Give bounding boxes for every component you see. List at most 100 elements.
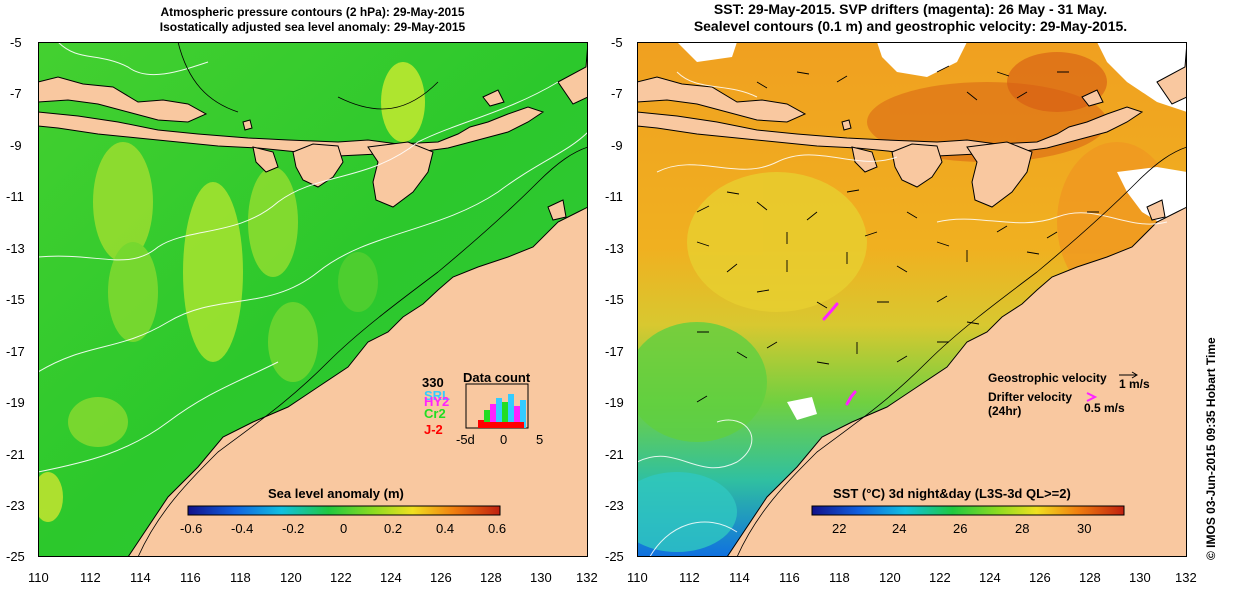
left-title-line2: Isostatically adjusted sea level anomaly… — [159, 20, 466, 34]
left-y-tick: -21 — [6, 447, 25, 462]
right-y-tick: -21 — [605, 447, 624, 462]
data-count-max: 330 — [422, 375, 444, 390]
right-x-tick: 110 — [627, 570, 648, 585]
right-panel-title: SST: 29-May-2015. SVP drifters (magenta)… — [638, 1, 1183, 35]
drifter-velocity-label-1: Drifter velocity — [988, 390, 1072, 404]
sla-frame — [38, 42, 588, 557]
right-title-line2: Sealevel contours (0.1 m) and geostrophi… — [693, 18, 1128, 34]
right-x-tick: 128 — [1079, 570, 1101, 585]
legend-srl: SRL — [424, 388, 450, 403]
geostrophic-velocity-label: Geostrophic velocity — [988, 371, 1107, 385]
sst-land — [637, 42, 1187, 557]
geostrophic-scale-label: 1 m/s — [1119, 377, 1150, 391]
sla-anomaly-patches — [38, 62, 425, 522]
right-x-tick: 130 — [1129, 570, 1151, 585]
data-count-tick-0: 0 — [500, 432, 507, 447]
sla-cbar-tick-4: 0.2 — [384, 521, 402, 536]
left-y-tick: -13 — [6, 241, 25, 256]
geostrophic-scale-arrow — [1119, 371, 1138, 379]
left-x-tick: 130 — [530, 570, 552, 585]
left-y-tick: -7 — [10, 86, 22, 101]
right-x-tick: 120 — [879, 570, 901, 585]
sst-cbar-tick-0: 22 — [832, 521, 846, 536]
left-y-tick: -17 — [6, 344, 25, 359]
velocity-legend: Geostrophic velocity 1 m/s Drifter veloc… — [988, 371, 1150, 418]
right-y-tick: -7 — [611, 86, 623, 101]
sst-cbar-tick-4: 30 — [1077, 521, 1091, 536]
right-y-tick: -17 — [605, 344, 624, 359]
left-x-tick: 110 — [28, 570, 49, 585]
sla-land — [38, 42, 588, 557]
data-count-title: Data count — [463, 370, 531, 385]
right-x-tick: 116 — [779, 570, 800, 585]
right-y-tick: -25 — [605, 549, 624, 564]
right-x-tick: 126 — [1029, 570, 1051, 585]
data-count-tick-minus5: -5d — [456, 432, 475, 447]
data-count-inset: Data count 330 SRL HY2 Cr2 J-2 -5d 0 5 — [422, 370, 543, 447]
right-y-tick: -9 — [611, 138, 623, 153]
sst-colorbar-label: SST (°C) 3d night&day (L3S-3d QL>=2) — [833, 486, 1071, 501]
sla-colorbar: Sea level anomaly (m) -0.6 -0.4 -0.2 0 0… — [180, 486, 506, 536]
legend-j2: J-2 — [424, 422, 443, 437]
sla-cbar-tick-5: 0.4 — [436, 521, 454, 536]
sealevel-contours — [637, 71, 1168, 557]
data-count-tick-5: 5 — [536, 432, 543, 447]
data-count-bars — [478, 394, 526, 428]
drifter-scale-arrow — [1086, 392, 1098, 402]
sla-cbar-tick-2: -0.2 — [282, 521, 304, 536]
sea-level-anomaly-map: Data count 330 SRL HY2 Cr2 J-2 -5d 0 5 S… — [38, 42, 588, 557]
right-x-tick: 124 — [979, 570, 1001, 585]
drifter-velocity-label-2: (24hr) — [988, 404, 1021, 418]
left-y-tick: -15 — [6, 292, 25, 307]
sst-cbar-tick-1: 24 — [892, 521, 906, 536]
left-title-line1: Atmospheric pressure contours (2 hPa): 2… — [160, 5, 465, 19]
right-y-tick: -13 — [605, 241, 624, 256]
left-y-tick: -5 — [10, 35, 22, 50]
left-x-tick: 128 — [480, 570, 502, 585]
right-x-tick: 122 — [929, 570, 951, 585]
left-x-tick: 132 — [576, 570, 598, 585]
right-y-tick: -15 — [605, 292, 624, 307]
left-y-tick: -9 — [10, 138, 22, 153]
right-y-tick: -23 — [605, 498, 624, 513]
left-x-tick: 124 — [380, 570, 402, 585]
right-y-tick: -19 — [605, 395, 624, 410]
right-title-line1: SST: 29-May-2015. SVP drifters (magenta)… — [713, 1, 1108, 17]
sst-colorbar: SST (°C) 3d night&day (L3S-3d QL>=2) 22 … — [811, 486, 1125, 536]
sla-cbar-tick-3: 0 — [340, 521, 347, 536]
right-x-tick: 112 — [679, 570, 700, 585]
right-x-tick: 132 — [1175, 570, 1197, 585]
left-y-tick: -11 — [6, 189, 24, 204]
sst-map: Geostrophic velocity 1 m/s Drifter veloc… — [637, 42, 1187, 557]
legend-cr2: Cr2 — [424, 406, 446, 421]
sst-frame — [637, 42, 1187, 557]
left-x-tick: 118 — [230, 570, 251, 585]
left-panel-title: Atmospheric pressure contours (2 hPa): 2… — [40, 5, 585, 35]
right-x-tick: 114 — [729, 570, 750, 585]
sst-bathymetry-contour — [736, 146, 1187, 557]
left-x-tick: 126 — [430, 570, 452, 585]
bathymetry-contour-upper — [177, 42, 439, 113]
right-y-tick: -5 — [611, 35, 623, 50]
drifter-track-2 — [845, 390, 857, 406]
right-y-tick: -11 — [605, 189, 623, 204]
sla-colorbar-label: Sea level anomaly (m) — [268, 486, 404, 501]
right-x-tick: 118 — [829, 570, 850, 585]
sst-cbar-tick-2: 26 — [953, 521, 967, 536]
drifter-track-1 — [822, 302, 839, 321]
sst-cbar-tick-3: 28 — [1015, 521, 1029, 536]
left-x-tick: 122 — [330, 570, 352, 585]
drifter-scale-label: 0.5 m/s — [1084, 401, 1125, 415]
sla-cbar-tick-1: -0.4 — [231, 521, 253, 536]
geostrophic-velocity-vectors — [696, 65, 1099, 403]
sla-cbar-tick-0: -0.6 — [180, 521, 202, 536]
drifter-tracks — [822, 302, 857, 406]
left-x-tick: 120 — [280, 570, 302, 585]
pressure-contours — [38, 42, 588, 473]
left-y-tick: -19 — [6, 395, 25, 410]
left-x-tick: 112 — [80, 570, 101, 585]
left-y-tick: -23 — [6, 498, 25, 513]
left-x-tick: 114 — [130, 570, 151, 585]
sla-cbar-tick-6: 0.6 — [488, 521, 506, 536]
left-y-tick: -25 — [6, 549, 25, 564]
